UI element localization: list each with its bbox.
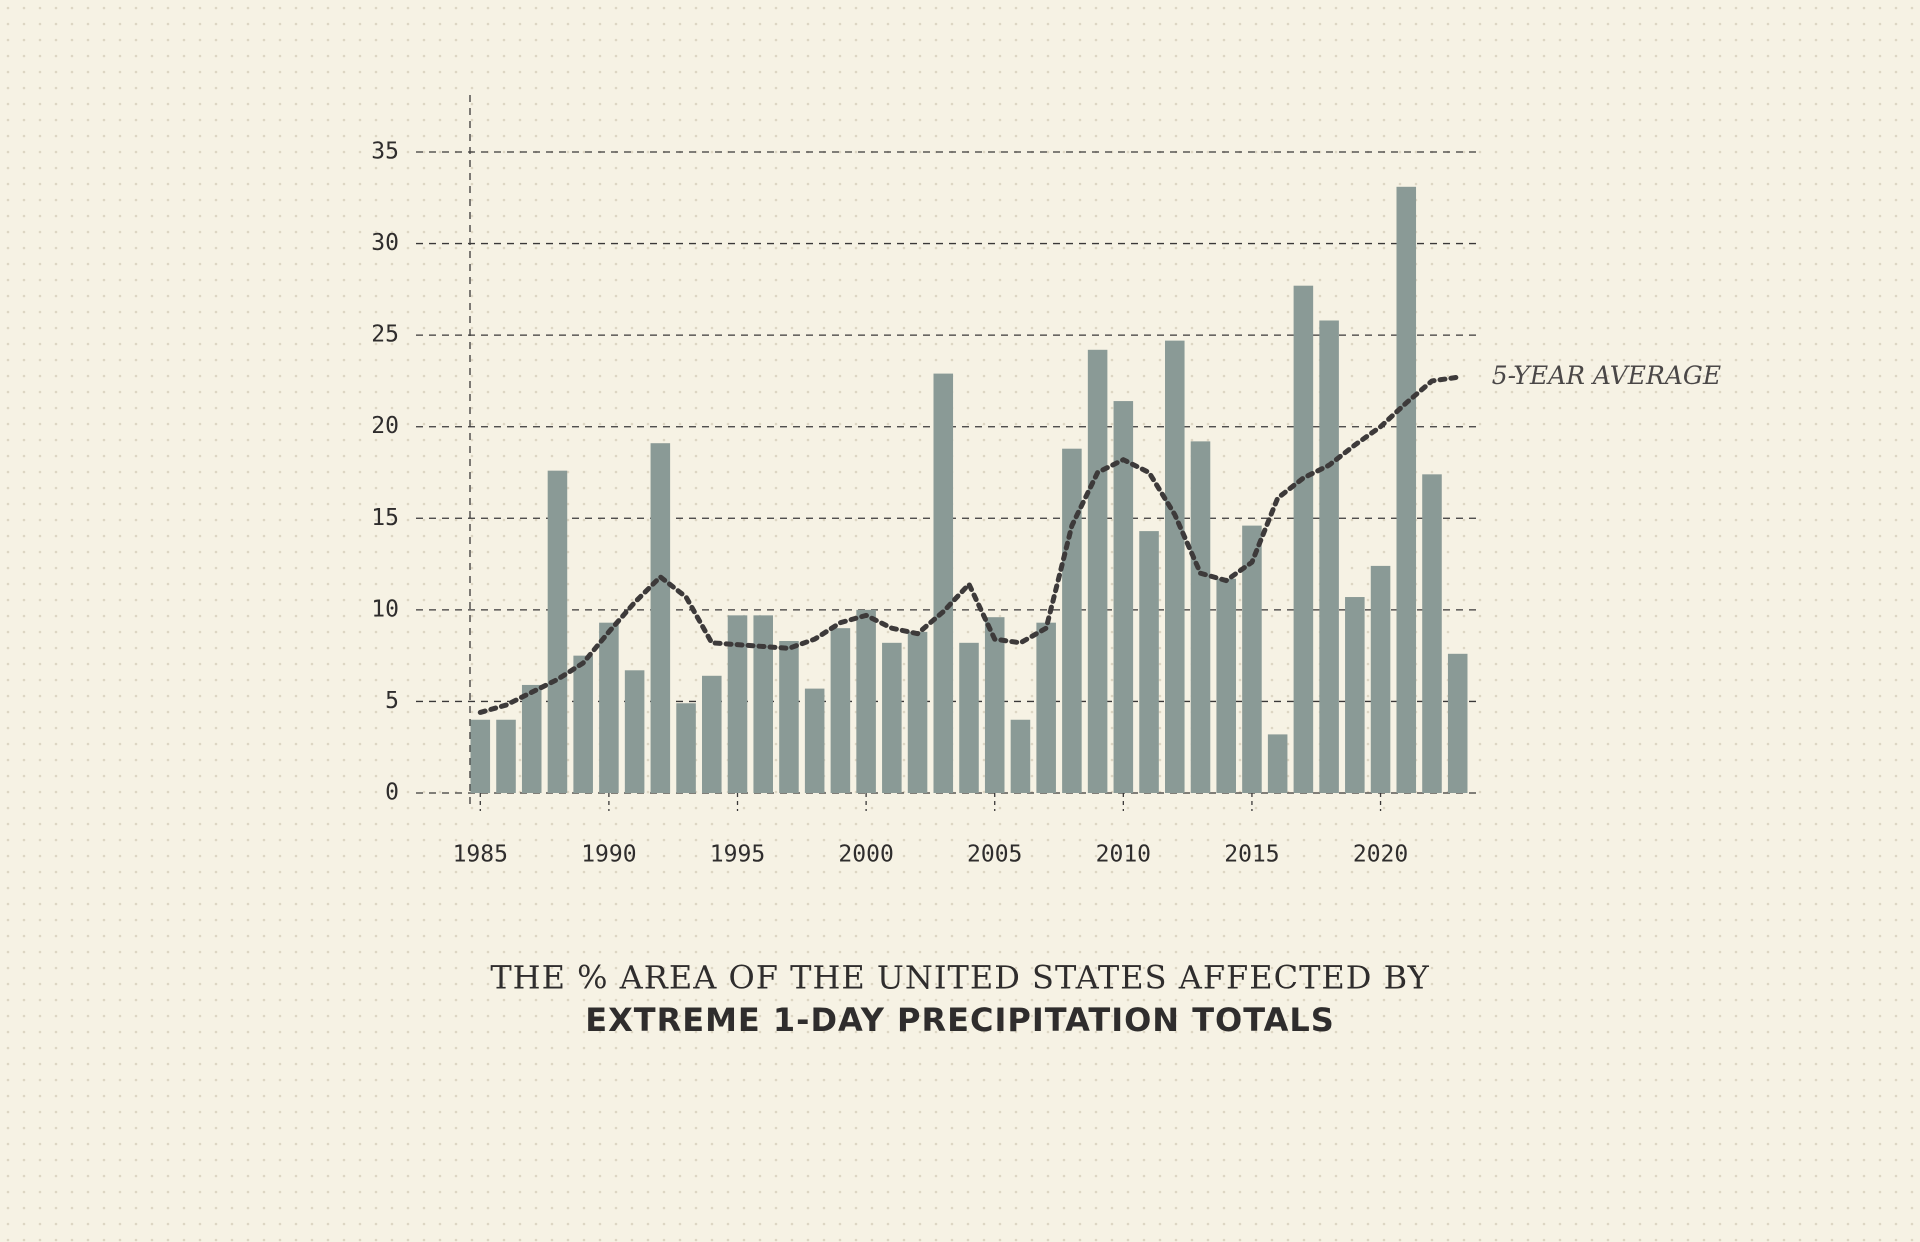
x-tick-label: 2010 [1096,842,1151,868]
bar [1164,340,1185,793]
x-tick-label: 1990 [581,842,636,868]
bar [702,675,722,793]
bar [1396,186,1417,794]
bar [830,628,851,793]
bar [624,670,645,793]
y-tick-label: 30 [371,230,399,256]
bar [547,470,568,793]
y-tick-label: 10 [371,596,399,622]
average-line [477,374,1461,715]
y-tick-label: 0 [385,780,399,806]
y-tick-label: 25 [371,322,399,348]
bar [1267,734,1288,793]
bar [984,617,1005,793]
bar [882,642,902,793]
y-tick-label: 35 [371,139,399,165]
bar [1087,349,1108,793]
bar [470,719,491,793]
bar [676,703,696,793]
bar [496,719,516,793]
series-label: 5-YEAR AVERAGE [1492,361,1721,390]
bar [1190,441,1211,793]
bar [959,642,979,793]
bar [1242,525,1262,793]
y-tick-label: 5 [385,688,399,714]
bar [933,373,954,793]
x-tick-label: 2020 [1353,842,1408,868]
bar [1036,622,1056,793]
bar [521,684,542,793]
chart-title: THE % AREA OF THE UNITED STATES AFFECTED… [490,959,1429,997]
bar [599,622,619,793]
bar [1370,565,1391,793]
bar [650,443,671,793]
bar [1010,719,1031,793]
y-tick-label: 20 [371,413,399,439]
bar [856,609,876,793]
bar [804,688,825,793]
bar [1345,597,1365,793]
bar [573,655,593,793]
bar [1447,653,1468,793]
chart-subtitle: EXTREME 1-DAY PRECIPITATION TOTALS [585,1001,1335,1039]
x-tick-label: 1985 [453,842,508,868]
bar [1319,320,1339,793]
bar [779,640,799,793]
x-tick-label: 2000 [838,842,893,868]
bar [1062,448,1082,793]
x-tick-label: 1995 [710,842,765,868]
bar [1293,285,1314,793]
bar [1422,474,1442,793]
x-tick-label: 2015 [1224,842,1279,868]
y-tick-label: 15 [371,505,399,531]
bar [727,615,748,793]
bar [1216,578,1236,793]
x-tick-label: 2005 [967,842,1022,868]
bar [1139,531,1159,793]
bar [753,615,774,793]
bar [1113,401,1134,793]
bar [907,631,928,793]
